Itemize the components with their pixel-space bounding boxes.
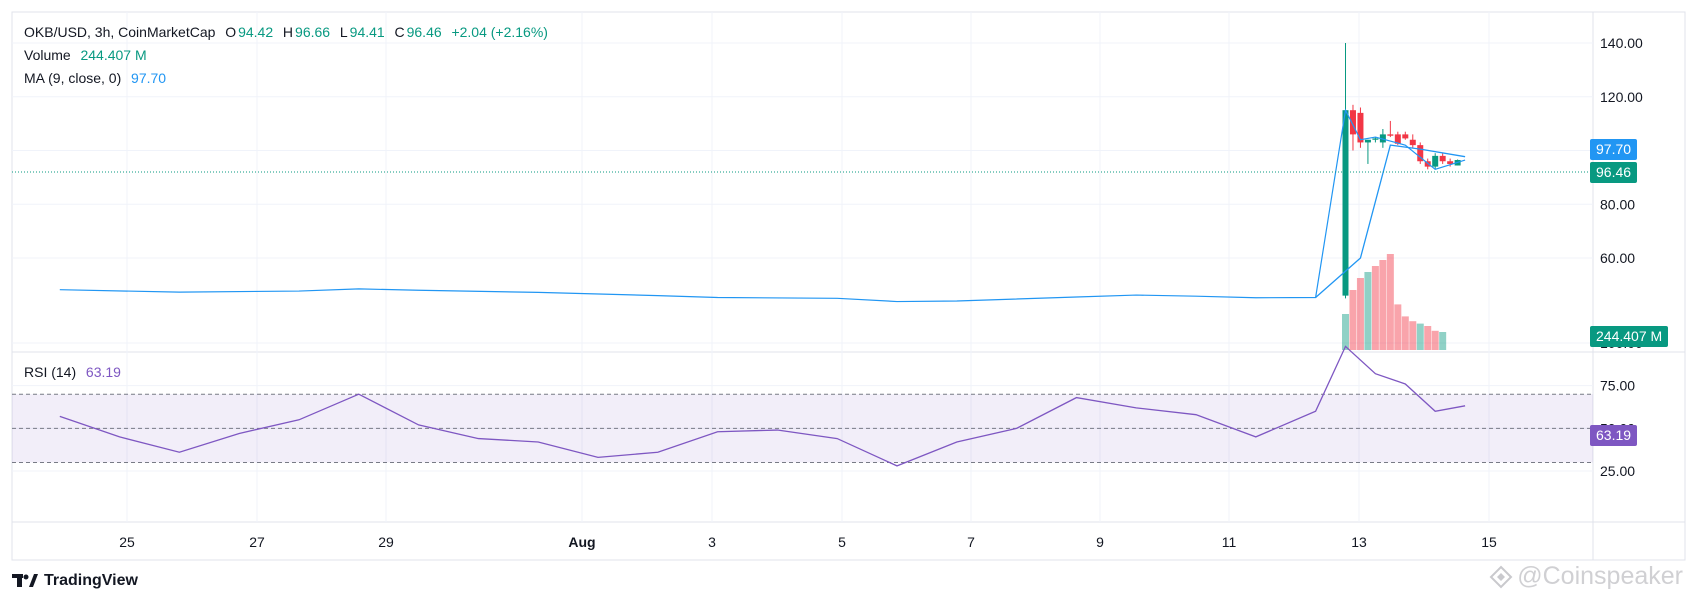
candle-body <box>1394 134 1401 144</box>
volume-bar <box>1379 260 1387 350</box>
rsi-series <box>59 345 1466 467</box>
candle-body <box>1439 155 1446 162</box>
time-tick-label: 9 <box>1096 534 1104 550</box>
time-tick-label: 3 <box>708 534 716 550</box>
rsi-line <box>59 345 1466 467</box>
candle-body <box>1379 134 1386 143</box>
volume-bar <box>1371 266 1379 350</box>
brand-name: TradingView <box>44 572 138 589</box>
time-tick-label: 7 <box>967 534 975 550</box>
volume-bar <box>1424 326 1432 350</box>
candle-body <box>1402 134 1409 139</box>
ma-label: MA (9, close, 0) <box>24 70 122 86</box>
grid-lines <box>12 12 1593 522</box>
symbol-legend: OKB/USD, 3h, CoinMarketCap O 94.42 H 96.66… <box>24 24 550 40</box>
volume-bar <box>1439 332 1447 350</box>
watermark: @Coinspeaker <box>1489 562 1683 591</box>
rsi-tag: 63.19 <box>1590 425 1638 446</box>
price-axis: 140.00 120.00 80.00 60.00 <box>1600 35 1643 266</box>
price-tick-label: 60.00 <box>1600 250 1635 266</box>
rsi-tick-label: 75.00 <box>1600 378 1635 394</box>
high-label: H <box>282 24 294 40</box>
time-tick-label: 5 <box>838 534 846 550</box>
time-tick-label: 29 <box>378 534 394 550</box>
volume-bars <box>1342 254 1447 350</box>
volume-bar <box>1386 254 1394 350</box>
ma-value: 97.70 <box>131 70 167 86</box>
tradingview-logo-icon <box>12 574 38 587</box>
rsi-value: 63.19 <box>85 364 121 380</box>
rsi-band-fill <box>12 394 1593 463</box>
time-tick-label: 11 <box>1222 534 1237 550</box>
volume-bar <box>1394 304 1402 350</box>
candle-body <box>1447 161 1454 164</box>
rsi-legend: RSI (14) 63.19 <box>24 364 123 380</box>
time-axis: 25 27 29 Aug 3 5 7 9 11 13 15 <box>119 534 1497 550</box>
ma-tag: 97.70 <box>1590 139 1638 160</box>
candle-body <box>1409 139 1416 146</box>
ma-series <box>1315 144 1466 298</box>
candle-body <box>1417 145 1424 162</box>
volume-bar <box>1356 278 1364 350</box>
candle-body <box>1364 139 1371 143</box>
rsi-tick-label: 25.00 <box>1600 463 1635 479</box>
candle-body <box>1432 155 1439 167</box>
volume-bar <box>1401 316 1409 350</box>
candle-body <box>1342 110 1349 296</box>
candle-body <box>1349 110 1356 135</box>
candles <box>1342 43 1461 299</box>
candle-body <box>1387 134 1394 136</box>
volume-value: 244.407 M <box>80 47 147 63</box>
watermark-text: @Coinspeaker <box>1517 562 1683 590</box>
volume-bar <box>1431 330 1439 350</box>
volume-legend: Volume 244.407 M <box>24 47 149 63</box>
price-tag: 96.46 <box>1590 162 1638 183</box>
time-tick-label: 15 <box>1481 534 1497 550</box>
volume-bar <box>1416 323 1424 350</box>
rsi-band <box>12 393 1593 463</box>
close-value: 96.46 <box>406 24 442 40</box>
tradingview-brand[interactable]: TradingView <box>12 572 138 590</box>
volume-bar <box>1409 321 1417 350</box>
price-tick-label: 140.00 <box>1600 35 1643 51</box>
time-tick-label: Aug <box>568 534 595 550</box>
change-value: +2.04 (+2.16%) <box>451 24 548 40</box>
time-tick-label: 13 <box>1351 534 1367 550</box>
candle-body <box>1357 112 1364 143</box>
price-tick-label: 80.00 <box>1600 196 1635 212</box>
open-label: O <box>225 24 237 40</box>
volume-label: Volume <box>24 47 71 63</box>
candle-body <box>1372 138 1379 140</box>
price-tick-label: 120.00 <box>1600 89 1643 105</box>
price-line <box>59 108 1466 303</box>
ma-legend: MA (9, close, 0) 97.70 <box>24 70 168 86</box>
open-value: 94.42 <box>238 24 274 40</box>
low-value: 94.41 <box>349 24 385 40</box>
high-value: 96.66 <box>295 24 331 40</box>
symbol-line: OKB/USD, 3h, CoinMarketCap <box>24 24 216 40</box>
time-tick-label: 25 <box>119 534 135 550</box>
low-label: L <box>339 24 348 40</box>
volume-bar <box>1364 272 1372 350</box>
volume-tag: 244.407 M <box>1590 326 1669 347</box>
coinspeaker-logo-icon <box>1489 565 1513 588</box>
volume-bar <box>1342 314 1349 350</box>
price-series <box>59 108 1466 303</box>
ma-line <box>1315 144 1466 298</box>
rsi-label: RSI (14) <box>24 364 77 380</box>
time-tick-label: 27 <box>249 534 265 550</box>
close-label: C <box>394 24 405 40</box>
volume-bar <box>1349 290 1357 350</box>
